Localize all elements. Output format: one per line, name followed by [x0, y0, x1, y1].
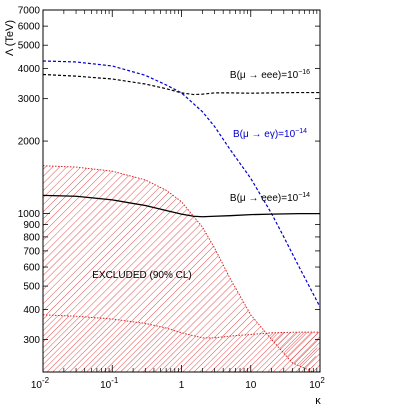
y-axis-label: Λ (TeV): [4, 20, 16, 56]
excluded-region-upper-hatch: [43, 165, 320, 372]
y-tick-label: 7000: [18, 6, 41, 17]
series-label-3: B(μ → eee)=10−14: [230, 192, 310, 204]
excluded-region: [43, 165, 320, 372]
series-line-3: [43, 194, 320, 218]
y-tick-label: 3000: [18, 94, 41, 105]
x-tick-label: 10-2: [31, 376, 50, 391]
x-tick-label: 10: [245, 380, 257, 391]
y-tick-label: 2000: [18, 137, 41, 148]
excluded-region-lower-hatch: [43, 314, 320, 372]
x-tick-label: 1: [179, 380, 185, 391]
x-tick-label: 10-1: [100, 376, 119, 391]
excluded-region-lower-boundary: [43, 314, 320, 339]
series-line-1: [43, 73, 320, 96]
series-label-2: B(μ → eγ)=10−14: [233, 128, 307, 140]
y-tick-label: 400: [23, 305, 40, 316]
y-tick-label: 900: [23, 220, 40, 231]
x-tick-label: 102: [309, 376, 325, 391]
y-tick-label: 6000: [18, 22, 41, 33]
y-tick-label: 300: [23, 335, 40, 346]
y-tick-label: 500: [23, 282, 40, 293]
series-line-2: [43, 60, 320, 308]
axis-ticks: [42, 9, 321, 372]
y-tick-label: 700: [23, 246, 40, 257]
y-tick-label: 1000: [18, 209, 41, 220]
series-label-1: B(μ → eee)=10−16: [230, 69, 310, 81]
excluded-region-label: EXCLUDED (90% CL): [92, 270, 191, 281]
y-tick-label: 600: [23, 263, 40, 274]
curve-labels: B(μ → eee)=10−16 B(μ → eγ)=10−14 B(μ → eee…: [230, 69, 310, 204]
excluded-region-upper-boundary: [43, 165, 314, 372]
y-tick-label: 4000: [18, 64, 41, 75]
x-axis-label: κ: [315, 395, 321, 407]
y-tick-label: 800: [23, 232, 40, 243]
y-tick-label: 5000: [18, 41, 41, 52]
series-layer: [43, 60, 320, 308]
